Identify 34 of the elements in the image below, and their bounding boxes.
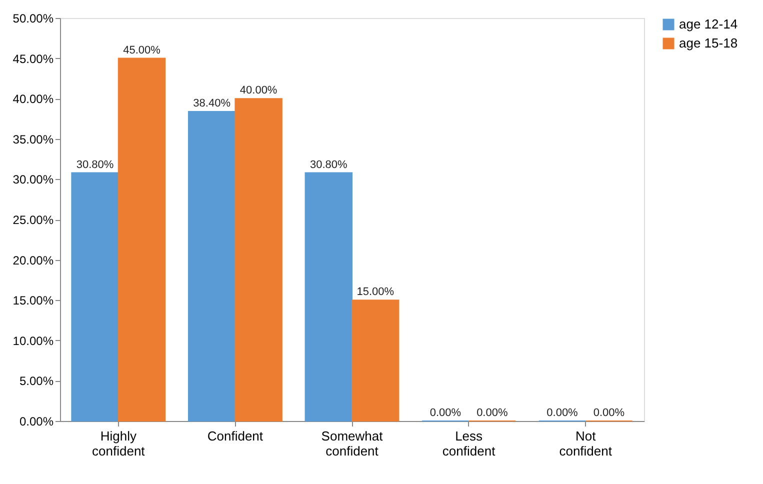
y-tick-label: 10.00% <box>12 334 54 348</box>
y-tick-label: 50.00% <box>12 12 54 26</box>
bar <box>304 172 352 422</box>
x-tick-label: Not confident <box>559 428 612 458</box>
y-tick-label: 35.00% <box>12 132 54 146</box>
x-tick-label: Less confident <box>442 428 496 458</box>
legend-label: age 15-18 <box>679 36 738 50</box>
y-tick-label: 5.00% <box>19 374 54 388</box>
data-label: 0.00% <box>430 407 462 419</box>
y-tick-label: 45.00% <box>12 52 54 66</box>
y-tick-label: 40.00% <box>12 92 54 106</box>
x-tick-label: Highly confident <box>92 428 146 458</box>
y-tick-label: 0.00% <box>19 414 54 428</box>
x-tick-label: Confident <box>207 428 264 444</box>
y-tick-label: 25.00% <box>12 213 54 227</box>
bar <box>234 98 282 422</box>
data-label: 30.80% <box>76 158 114 171</box>
data-label: 38.40% <box>193 97 231 110</box>
bar <box>188 110 236 422</box>
bar <box>352 300 400 422</box>
data-label: 0.00% <box>593 407 625 419</box>
legend-label: age 12-14 <box>679 16 738 32</box>
data-label: 30.80% <box>310 158 348 171</box>
bar <box>71 172 119 422</box>
y-tick-label: 15.00% <box>12 294 54 308</box>
data-label: 15.00% <box>356 286 394 298</box>
data-label: 0.00% <box>476 407 508 419</box>
x-tick-label: Somewhat confident <box>321 428 384 458</box>
data-label: 40.00% <box>240 84 278 97</box>
y-tick-label: 20.00% <box>12 253 54 268</box>
data-label: 45.00% <box>123 44 161 56</box>
y-tick-label: 30.00% <box>12 172 54 187</box>
bar <box>118 58 166 422</box>
data-label: 0.00% <box>546 407 578 419</box>
